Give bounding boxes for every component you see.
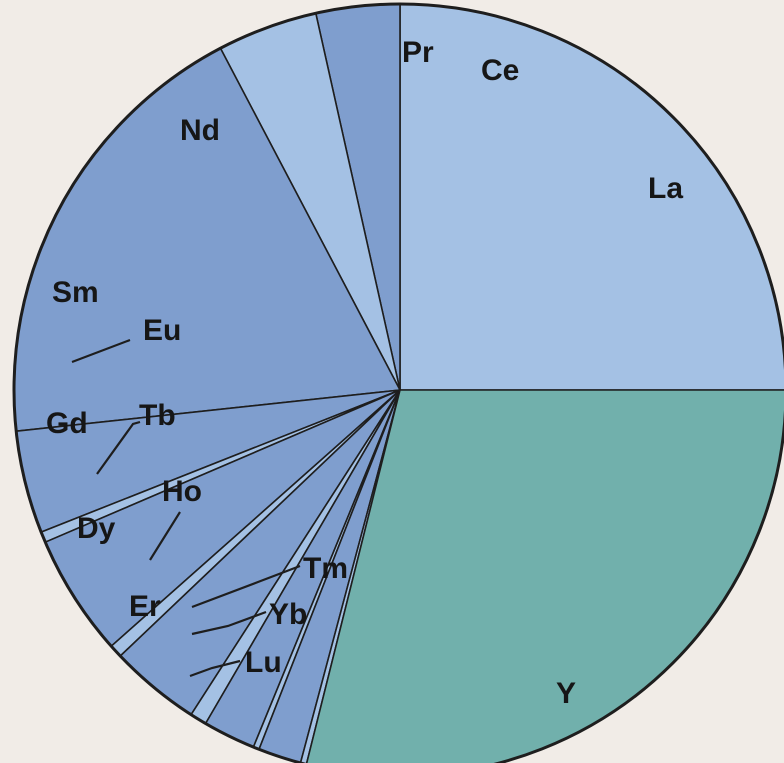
slice-labels: La Ce Pr Nd Sm Eu Gd Tb Dy Ho Er Tm Yb L… — [46, 36, 683, 710]
leader-line-tm — [191, 564, 301, 609]
slice-label-yb: Yb — [269, 598, 307, 631]
leader-line-tb — [96, 420, 141, 475]
leader-line-yb — [191, 610, 267, 636]
leader-lines — [71, 338, 301, 678]
slice-label-er: Er — [129, 590, 161, 623]
slice-label-nd: Nd — [180, 114, 220, 147]
slice-label-lu: Lu — [245, 646, 282, 679]
slice-label-gd: Gd — [46, 407, 88, 440]
slice-label-dy: Dy — [77, 512, 116, 545]
slice-label-eu: Eu — [143, 314, 181, 347]
leader-line-lu — [189, 659, 241, 678]
pie-outline — [12, 2, 784, 763]
leader-line-eu — [71, 338, 131, 364]
pie-slices — [13, 3, 784, 763]
slice-label-pr: Pr — [402, 36, 434, 69]
slice-label-tm: Tm — [303, 552, 348, 585]
pie-slice-la — [399, 3, 784, 391]
leader-line-ho — [149, 511, 181, 561]
slice-label-tb: Tb — [139, 399, 176, 432]
slice-label-ho: Ho — [162, 475, 202, 508]
slice-label-la: La — [648, 172, 683, 205]
slice-label-y: Y — [556, 677, 576, 710]
slice-label-sm: Sm — [52, 276, 99, 309]
slice-label-ce: Ce — [481, 54, 519, 87]
